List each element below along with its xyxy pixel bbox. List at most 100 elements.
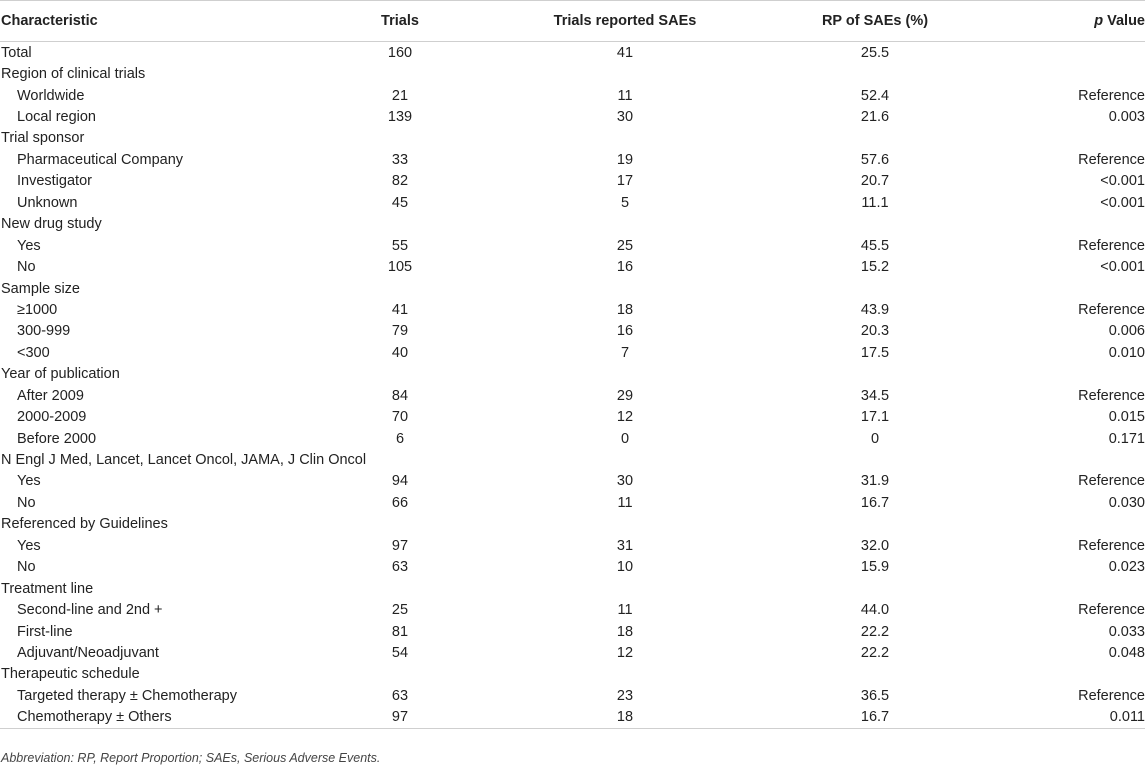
p-value-cell: Reference	[1078, 387, 1145, 404]
trials-cell: 160	[387, 44, 413, 61]
p-value-cell: Reference	[1078, 473, 1145, 490]
table-row: Local region 139 30 21.6 0.003	[0, 106, 1145, 127]
trials-reported-cell: 12	[616, 644, 634, 661]
rp-cell: 34.5	[860, 387, 890, 404]
p-value-cell: Reference	[1078, 537, 1145, 554]
table-row: Unknown 45 5 11.1 <0.001	[0, 192, 1145, 213]
row-label: Worldwide	[17, 87, 85, 104]
rp-cell: 21.6	[860, 109, 890, 126]
table-row: Before 2000 6 0 0 0.171	[0, 428, 1145, 449]
trials-cell: 97	[300, 706, 500, 729]
trials-reported-cell: 41	[616, 44, 634, 61]
trials-cell: 97	[391, 537, 409, 554]
trials-reported-cell: 18	[500, 706, 750, 729]
table-row: No 63 10 15.9 0.023	[0, 557, 1145, 578]
trials-cell: 25	[391, 602, 409, 619]
trials-cell: 79	[391, 323, 409, 340]
group-header-row: New drug study	[0, 214, 1145, 235]
header-p-italic: p	[1094, 13, 1104, 29]
header-characteristic: Characteristic	[0, 0, 300, 42]
p-value-cell: 0.033	[1108, 623, 1145, 640]
group-header-row: Sample size	[0, 278, 1145, 299]
header-rp: RP of SAEs (%)	[750, 0, 1000, 42]
rp-cell: 31.9	[860, 473, 890, 490]
group-header-row: N Engl J Med, Lancet, Lancet Oncol, JAMA…	[0, 449, 1145, 470]
trials-cell: 21	[391, 87, 409, 104]
p-value-cell: <0.001	[1100, 259, 1145, 276]
trials-reported-cell: 10	[616, 559, 634, 576]
row-label: No	[17, 559, 36, 576]
group-label: Year of publication	[1, 366, 120, 383]
table-row: Second-line and 2nd + 25 11 44.0 Reference	[0, 599, 1145, 620]
trials-reported-cell: 7	[620, 344, 630, 361]
row-label: Yes	[17, 537, 41, 554]
trials-reported-cell: 29	[616, 387, 634, 404]
row-label: 2000-2009	[17, 409, 87, 426]
trials-cell: 63	[391, 559, 409, 576]
table-row: Adjuvant/Neoadjuvant 54 12 22.2 0.048	[0, 642, 1145, 663]
rp-cell: 43.9	[860, 301, 890, 318]
table-row: Pharmaceutical Company 33 19 57.6 Reference	[0, 149, 1145, 170]
table-row: Chemotherapy ± Others 97 18 16.7 0.011	[0, 706, 1145, 729]
trials-cell: 33	[391, 151, 409, 168]
trials-cell: 66	[391, 494, 409, 511]
rp-cell: 15.2	[860, 259, 890, 276]
group-header-row: Treatment line	[0, 578, 1145, 599]
row-label: Before 2000	[17, 430, 97, 447]
p-value-cell: 0.048	[1108, 644, 1145, 661]
row-label: Yes	[17, 473, 41, 490]
table-row: First-line 81 18 22.2 0.033	[0, 621, 1145, 642]
trials-cell: 54	[391, 644, 409, 661]
p-value-cell: <0.001	[1100, 173, 1145, 190]
trials-reported-cell: 11	[617, 602, 633, 619]
group-header-row: Therapeutic schedule	[0, 664, 1145, 685]
p-value-cell: 0.171	[1108, 430, 1145, 447]
rp-cell: 45.5	[860, 237, 890, 254]
table-row: Yes 55 25 45.5 Reference	[0, 235, 1145, 256]
table-row: No 66 11 16.7 0.030	[0, 492, 1145, 513]
rp-cell: 20.7	[860, 173, 890, 190]
row-label: Pharmaceutical Company	[17, 151, 184, 168]
table-row: Yes 97 31 32.0 Reference	[0, 535, 1145, 556]
trials-reported-cell: 11	[617, 87, 633, 104]
trials-reported-cell: 19	[616, 151, 634, 168]
trials-cell: 45	[391, 194, 409, 211]
group-header-row: Region of clinical trials	[0, 63, 1145, 84]
rp-cell: 0	[870, 430, 880, 447]
header-p-rest: Value	[1103, 13, 1145, 29]
trials-cell: 41	[391, 301, 409, 318]
trials-reported-cell: 16	[616, 259, 634, 276]
table-row: After 2009 84 29 34.5 Reference	[0, 385, 1145, 406]
group-label: Trial sponsor	[1, 130, 85, 147]
p-value-cell: Reference	[1078, 687, 1145, 704]
trials-reported-cell: 23	[616, 687, 634, 704]
rp-cell: 32.0	[860, 537, 890, 554]
rp-cell: 22.2	[860, 644, 890, 661]
trials-cell: 94	[391, 473, 409, 490]
rp-cell: 17.1	[860, 409, 890, 426]
table-body: Total 160 41 25.5 Region of clinical trials W…	[0, 42, 1145, 729]
trials-reported-cell: 17	[616, 173, 634, 190]
table-row: Investigator 82 17 20.7 <0.001	[0, 171, 1145, 192]
row-label: No	[17, 259, 36, 276]
row-label: Targeted therapy ± Chemotherapy	[17, 687, 237, 704]
trials-cell: 55	[391, 237, 409, 254]
rp-cell: 25.5	[860, 44, 890, 61]
table-row: <300 40 7 17.5 0.010	[0, 342, 1145, 363]
rp-cell: 16.7	[750, 706, 1000, 729]
trials-reported-cell: 30	[616, 109, 634, 126]
p-value-cell: 0.010	[1108, 344, 1145, 361]
group-label: New drug study	[1, 216, 102, 233]
trials-cell: 82	[391, 173, 409, 190]
trials-reported-cell: 25	[616, 237, 634, 254]
row-label: Chemotherapy ± Others	[0, 706, 300, 729]
table-row: ≥1000 41 18 43.9 Reference	[0, 299, 1145, 320]
table-header-row: Characteristic Trials Trials reported SA…	[0, 0, 1145, 42]
row-label: No	[17, 494, 36, 511]
row-label: After 2009	[17, 387, 84, 404]
row-label: ≥1000	[17, 301, 58, 318]
trials-cell: 6	[395, 430, 405, 447]
p-value-cell: Reference	[1078, 602, 1145, 619]
rp-cell: 52.4	[860, 87, 890, 104]
